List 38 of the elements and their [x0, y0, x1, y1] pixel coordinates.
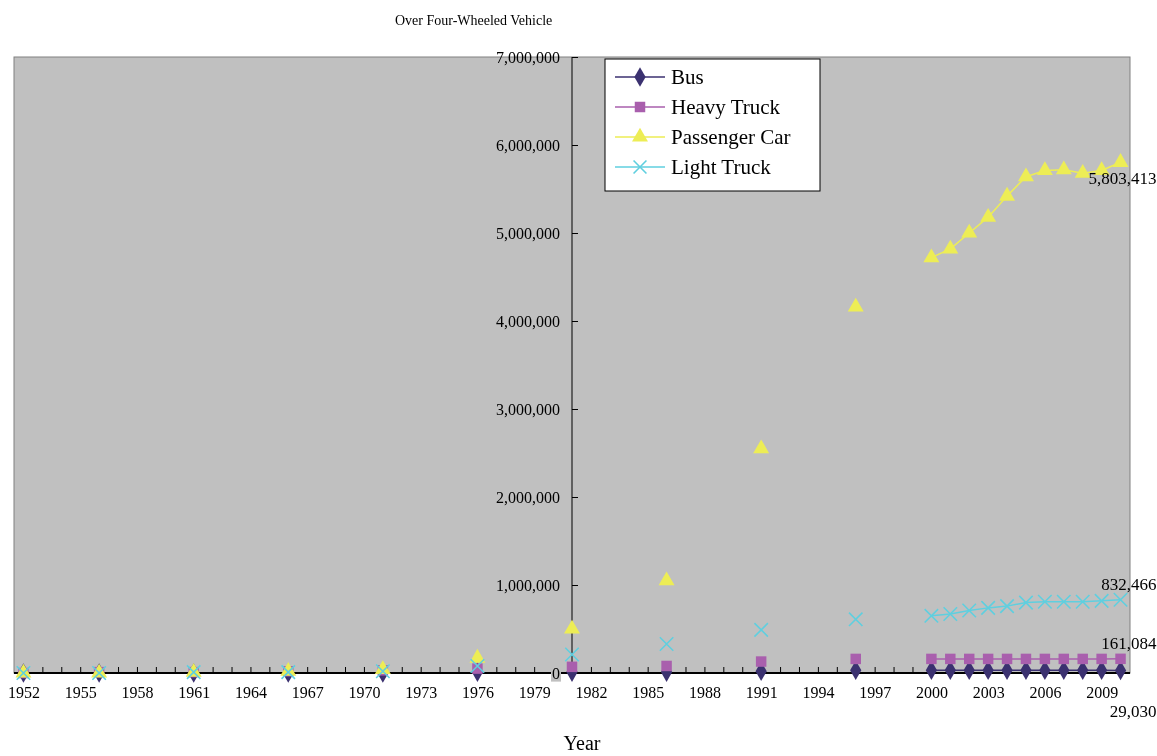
x-tick-label: 1991 [745, 684, 778, 702]
legend-label: Heavy Truck [671, 95, 781, 119]
x-tick-label: 1982 [575, 684, 608, 702]
data-label: 29,030 [1109, 702, 1157, 721]
y-tick-label: 2,000,000 [496, 488, 560, 506]
y-tick-label: 1,000,000 [496, 576, 560, 594]
legend-label: Passenger Car [671, 125, 791, 149]
y-tick-label: 5,000,000 [496, 224, 560, 242]
x-tick-label: 1955 [64, 684, 97, 702]
x-tick-label: 1973 [405, 684, 438, 702]
legend-label: Bus [671, 65, 704, 89]
chart-title: Over Four-Wheeled Vehicle [395, 13, 553, 28]
y-tick-label: 6,000,000 [496, 136, 560, 154]
x-tick-label: 1952 [7, 684, 40, 702]
x-tick-label: 1976 [461, 684, 494, 702]
x-tick-label: 2000 [915, 684, 948, 702]
x-tick-label: 1988 [688, 684, 721, 702]
y-tick-label: 4,000,000 [496, 312, 560, 330]
data-label: 161,084 [1101, 633, 1157, 653]
data-label: 5,803,413 [1088, 169, 1157, 189]
x-tick-label: 1958 [121, 684, 154, 702]
x-tick-label: 1985 [632, 684, 665, 702]
x-tick-label: 1967 [291, 684, 324, 702]
y-tick-label: 7,000,000 [496, 48, 560, 66]
y-tick-label: 0 [552, 664, 560, 682]
x-tick-label: 2009 [1086, 684, 1119, 702]
x-tick-label: 1970 [348, 684, 381, 702]
x-tick-label: 1961 [178, 684, 211, 702]
data-label: 832,466 [1101, 574, 1157, 594]
x-tick-label: 1964 [234, 684, 267, 702]
legend-label: Light Truck [671, 155, 772, 179]
x-tick-label: 2006 [1029, 684, 1062, 702]
x-tick-label: 1979 [518, 684, 551, 702]
y-tick-label: 3,000,000 [496, 400, 560, 418]
x-axis-title: Year [563, 732, 601, 754]
x-tick-label: 2003 [972, 684, 1005, 702]
x-tick-label: 1997 [859, 684, 892, 702]
x-tick-label: 1994 [802, 684, 835, 702]
